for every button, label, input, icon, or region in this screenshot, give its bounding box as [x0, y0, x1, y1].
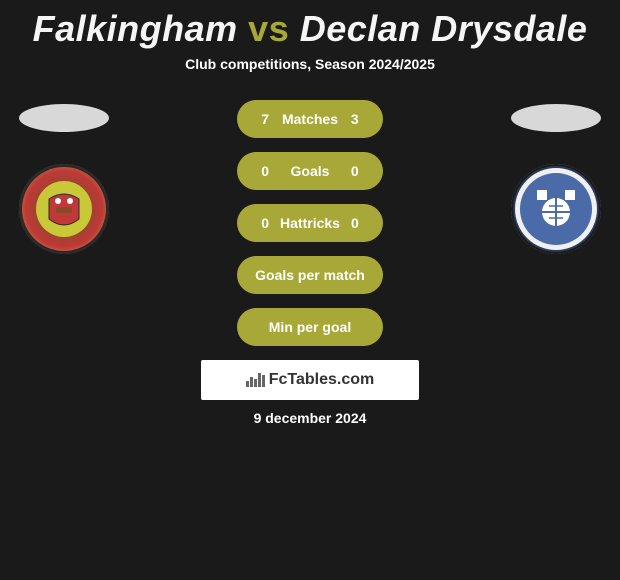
- fctables-logo: FcTables.com: [246, 371, 375, 389]
- subtitle: Club competitions, Season 2024/2025: [185, 56, 435, 72]
- stat-right-value: 0: [345, 215, 365, 231]
- content-row: 7 Matches 3 0 Goals 0 0 Hattricks 0 Goal…: [0, 100, 620, 426]
- stats-column: 7 Matches 3 0 Goals 0 0 Hattricks 0 Goal…: [237, 100, 383, 346]
- stat-left-value: 7: [255, 111, 275, 127]
- stat-right-value: 0: [345, 163, 365, 179]
- stat-row-hattricks: 0 Hattricks 0: [237, 204, 383, 242]
- left-side: [14, 100, 114, 254]
- stat-right-value: 3: [345, 111, 365, 127]
- stat-label: Matches: [282, 111, 338, 127]
- stat-row-min-per-goal: Min per goal: [237, 308, 383, 346]
- stat-row-goals: 0 Goals 0: [237, 152, 383, 190]
- watermark-box: FcTables.com: [201, 360, 419, 400]
- stat-left-value: 0: [255, 163, 275, 179]
- player1-name: Falkingham: [33, 8, 238, 49]
- player1-club-crest: [19, 164, 109, 254]
- stat-label: Hattricks: [280, 215, 340, 231]
- stat-left-value: 0: [255, 215, 275, 231]
- player2-name: Declan Drysdale: [300, 8, 588, 49]
- player1-photo-placeholder: [19, 104, 109, 132]
- stat-label: Goals per match: [255, 267, 365, 283]
- player2-photo-placeholder: [511, 104, 601, 132]
- vs-separator: vs: [248, 8, 289, 49]
- generation-date: 9 december 2024: [254, 410, 367, 426]
- stat-row-matches: 7 Matches 3: [237, 100, 383, 138]
- right-side: [506, 100, 606, 254]
- player2-club-crest: [511, 164, 601, 254]
- bars-icon: [246, 373, 265, 387]
- stat-label: Min per goal: [269, 319, 351, 335]
- comparison-title: Falkingham vs Declan Drysdale: [33, 8, 588, 50]
- brand-text: FcTables.com: [269, 371, 375, 389]
- stat-row-goals-per-match: Goals per match: [237, 256, 383, 294]
- stat-label: Goals: [291, 163, 330, 179]
